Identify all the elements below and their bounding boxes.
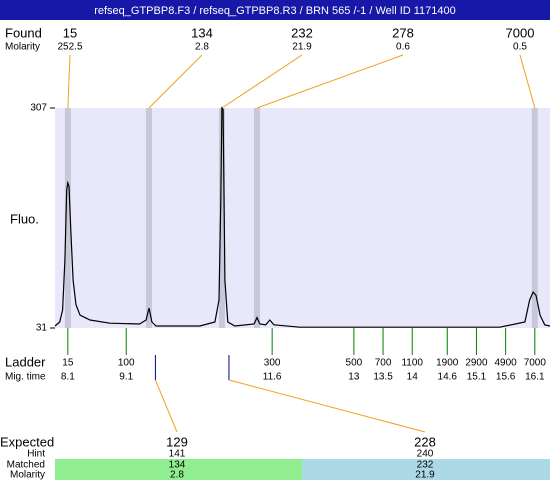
found-label: Found (5, 25, 42, 40)
found-size: 232 (291, 25, 313, 40)
expected-matched: 134 (169, 460, 186, 471)
ladder-size: 4900 (495, 358, 518, 369)
peak-connector (221, 54, 303, 109)
ladder-label: Ladder (5, 354, 46, 369)
expected-molarity: 2.8 (170, 470, 184, 480)
peak-band (253, 108, 260, 328)
peak-band (218, 108, 225, 328)
peak-band (64, 108, 71, 328)
found-molarity-label: Molarity (5, 42, 40, 53)
found-molarity: 2.8 (195, 42, 209, 53)
ladder-size: 700 (375, 358, 392, 369)
expected-hint: 240 (417, 449, 434, 460)
ladder-time: 14 (407, 372, 419, 383)
peak-connector (67, 54, 71, 109)
found-size: 278 (392, 25, 414, 40)
plot-area (55, 108, 550, 328)
peak-connector (148, 54, 203, 109)
ladder-time-label: Mig. time (5, 372, 46, 383)
ladder-time: 14.6 (438, 372, 458, 383)
peak-connector (256, 54, 404, 109)
ladder-time: 9.1 (119, 372, 133, 383)
found-molarity: 0.5 (513, 42, 527, 53)
header-title: refseq_GTPBP8.F3 / refseq_GTPBP8.R3 / BR… (94, 5, 456, 17)
expected-connector (228, 379, 426, 433)
found-molarity: 252.5 (57, 42, 82, 53)
header-bar (0, 0, 550, 20)
expected-matched: 232 (417, 460, 434, 471)
expected-molarity: 21.9 (415, 470, 435, 480)
trace (54, 106, 550, 328)
hint-label: Hint (27, 449, 45, 460)
found-size: 15 (63, 25, 77, 40)
expected-label: Expected (0, 434, 54, 449)
ladder-size: 7000 (524, 358, 547, 369)
ladder-time: 13.5 (373, 372, 393, 383)
expected-size: 129 (166, 434, 188, 449)
ladder-time: 13 (348, 372, 360, 383)
ladder-size: 1900 (436, 358, 459, 369)
found-molarity: 0.6 (396, 42, 410, 53)
ladder-time: 8.1 (61, 372, 75, 383)
expected-band (302, 459, 550, 480)
matched-label: Matched (7, 460, 45, 471)
y-tick-label: 31 (36, 323, 48, 334)
ladder-size: 2900 (465, 358, 488, 369)
ladder-size: 500 (346, 358, 363, 369)
ladder-time: 15.6 (496, 372, 516, 383)
found-size: 7000 (506, 25, 535, 40)
ladder-size: 15 (62, 358, 74, 369)
peak-band (145, 108, 152, 328)
ladder-time: 11.6 (263, 372, 282, 383)
ladder-size: 100 (118, 358, 135, 369)
found-molarity: 21.9 (292, 42, 312, 53)
ladder-time: 15.1 (467, 372, 487, 383)
y-axis-label: Fluo. (10, 211, 39, 226)
expected-size: 228 (414, 434, 436, 449)
molarity-label: Molarity (10, 470, 45, 480)
ladder-size: 300 (264, 358, 281, 369)
ladder-time: 16.1 (525, 372, 545, 383)
found-size: 134 (191, 25, 213, 40)
y-tick-label: 307 (30, 103, 47, 114)
ladder-size: 1100 (401, 358, 423, 369)
peak-connector (519, 54, 536, 109)
expected-connector (154, 379, 178, 433)
peak-band (531, 108, 538, 328)
expected-hint: 141 (169, 449, 186, 460)
expected-band (55, 459, 302, 480)
